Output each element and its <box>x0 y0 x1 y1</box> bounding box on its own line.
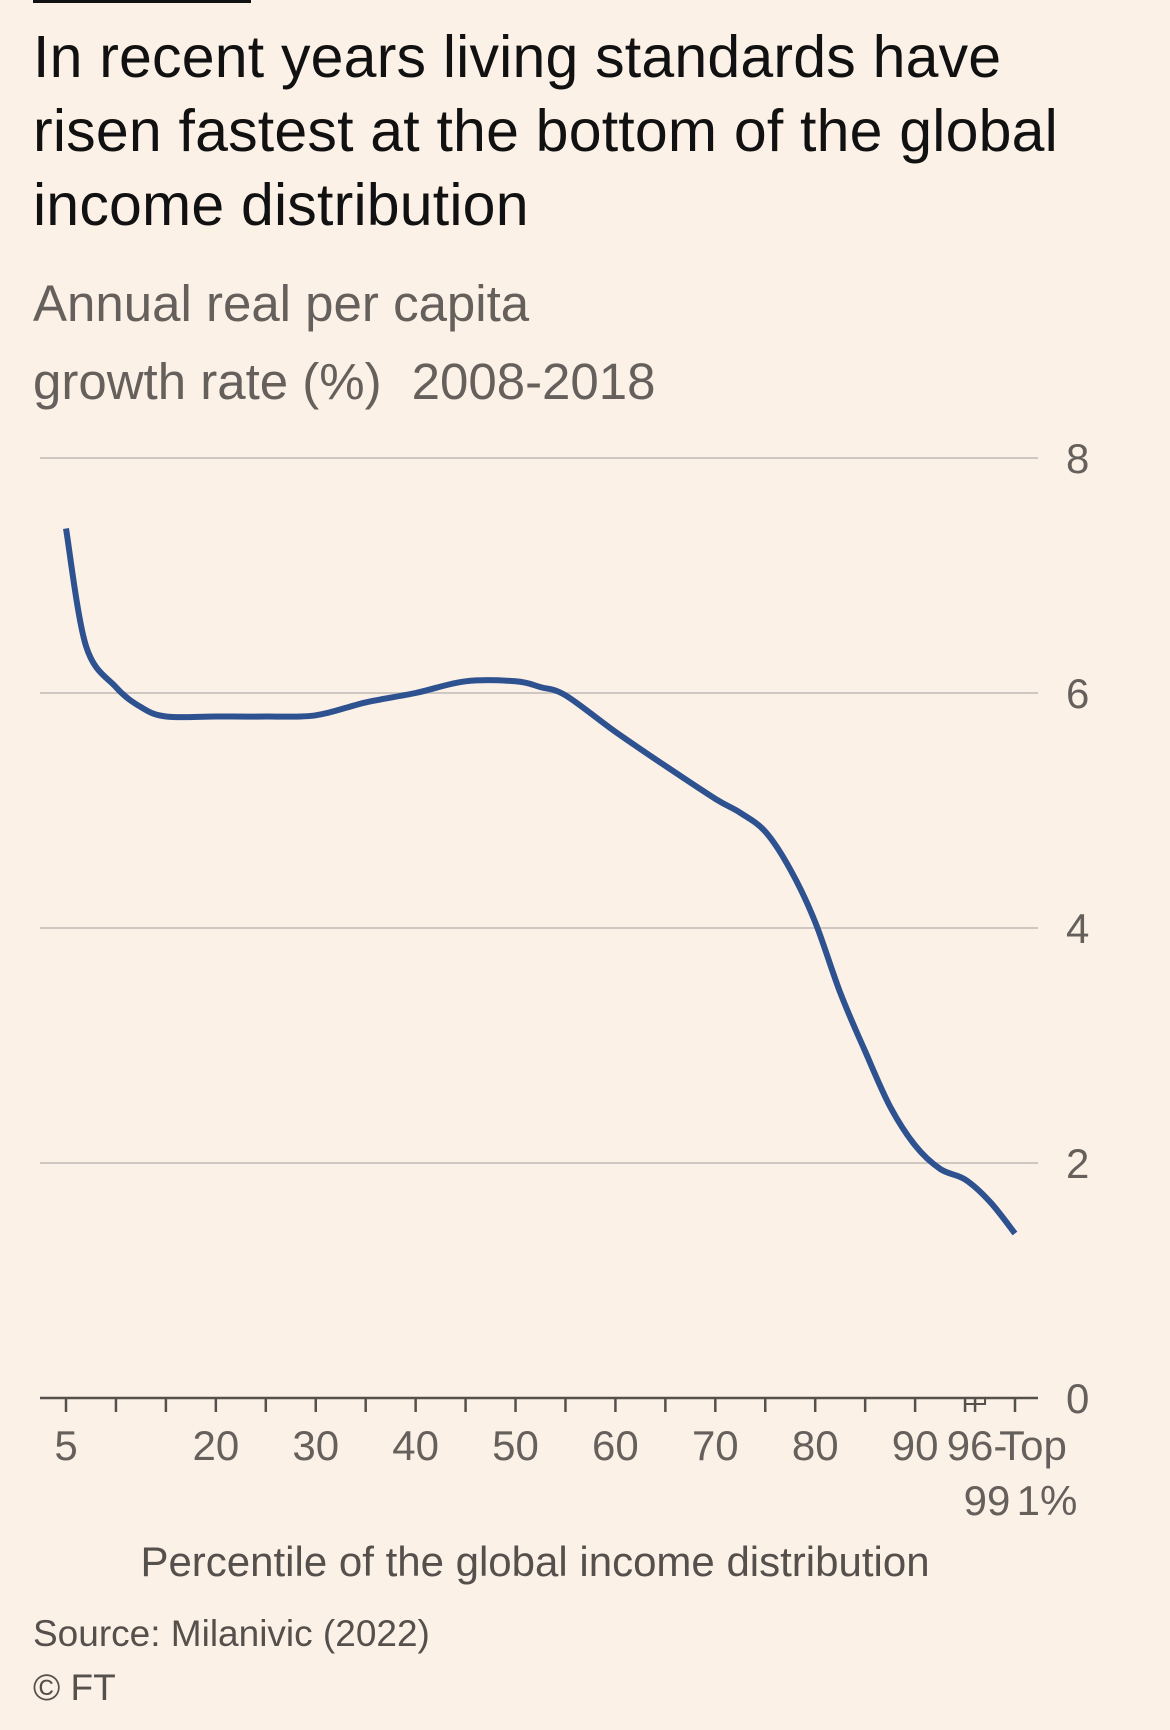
x-tick-label-80: 80 <box>792 1422 839 1469</box>
x-tick-label-20: 20 <box>192 1422 239 1469</box>
y-axis-labels: 0 2 4 6 8 <box>1066 435 1089 1422</box>
chart-title: In recent years living standards have ri… <box>33 24 1058 238</box>
copyright-note: © FT <box>33 1667 116 1708</box>
x-tick-label-5: 5 <box>54 1422 77 1469</box>
x-tick-label-90: 90 <box>892 1422 939 1469</box>
x-tick-label-100: Top <box>999 1422 1067 1469</box>
series-line-0 <box>63 528 1018 1236</box>
chart-subtitle: Annual real per capita growth rate (%) 20… <box>33 265 933 421</box>
source-note: Source: Milanivic (2022) <box>33 1613 430 1654</box>
y-tick-label-2: 2 <box>1066 1140 1089 1187</box>
subtitle-measure: growth rate (%) <box>33 353 382 410</box>
y-tick-label-4: 4 <box>1066 905 1089 952</box>
x-axis-title: Percentile of the global income distribu… <box>140 1538 930 1585</box>
y-tick-label-8: 8 <box>1066 435 1089 482</box>
x-tick-label-30: 30 <box>292 1422 339 1469</box>
series-group <box>63 528 1018 1236</box>
subtitle-years: 2008-2018 <box>411 353 656 410</box>
subtitle-line-2: growth rate (%) 2008-2018 <box>33 343 933 421</box>
x-axis <box>40 1396 1038 1412</box>
x-tick-label-96: 96- <box>947 1422 1008 1469</box>
grid-lines <box>40 457 1038 1164</box>
y-tick-label-0: 0 <box>1066 1375 1089 1422</box>
x-tick-label-70: 70 <box>692 1422 739 1469</box>
x-tick-label-40: 40 <box>392 1422 439 1469</box>
x-tick-label-50: 50 <box>492 1422 539 1469</box>
x-axis-labels: 5 20 30 40 50 60 70 80 90 96- 99 Top 1% <box>54 1422 1077 1524</box>
subtitle-line-1: Annual real per capita <box>33 275 530 332</box>
x-tick-label-96-line2: 99 <box>964 1477 1011 1524</box>
x-group-bracket <box>964 1398 987 1412</box>
y-tick-label-6: 6 <box>1066 670 1089 717</box>
x-tick-label-60: 60 <box>592 1422 639 1469</box>
top-rule <box>33 0 251 3</box>
x-tick-label-100-line2: 1% <box>1017 1477 1078 1524</box>
